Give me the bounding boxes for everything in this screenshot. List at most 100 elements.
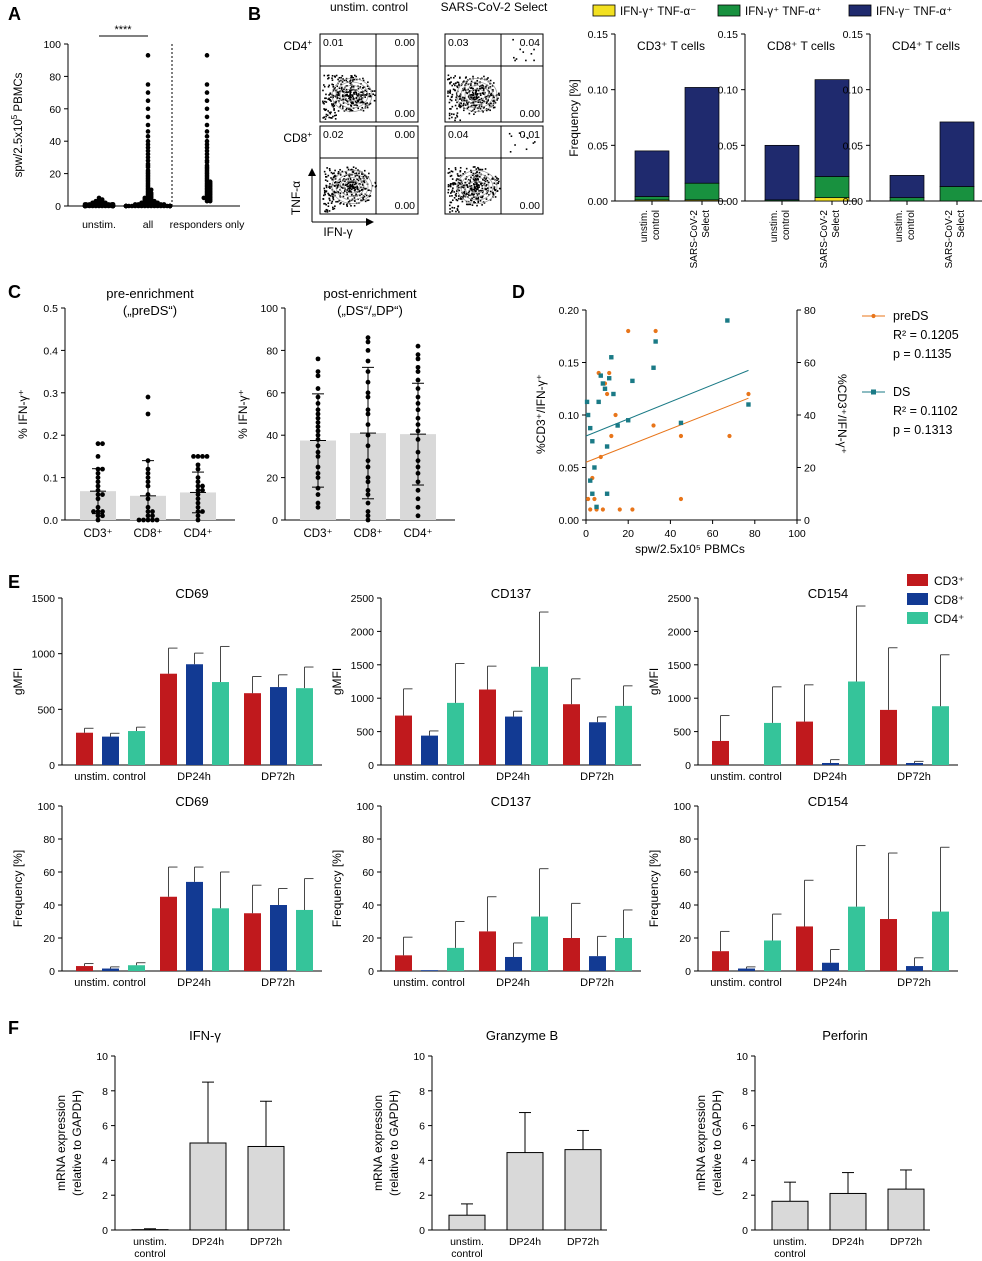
b-flow-event: [483, 177, 486, 179]
b-flow-event: [462, 89, 464, 92]
b-flow-event: [457, 181, 460, 184]
b-flow-event: [475, 94, 477, 96]
b-flow-event: [362, 184, 364, 186]
b-flow-event: [470, 80, 473, 83]
e-y-tick-label: 1500: [32, 593, 56, 605]
a-data-point: [145, 129, 151, 134]
b-flow-event: [372, 93, 374, 96]
b-flow-event: [358, 172, 360, 175]
b-flow-event: [347, 168, 350, 171]
b-flow-event: [484, 180, 487, 183]
c-data-point: [315, 437, 321, 442]
f-bar: [564, 1149, 602, 1231]
b-flow-event: [533, 59, 535, 62]
b-flow-event: [357, 87, 360, 90]
a-data-point: [161, 202, 167, 207]
b-flow-event: [342, 105, 344, 107]
e-y-axis-label: Frequency [%]: [11, 850, 25, 927]
b-flow-event: [496, 190, 499, 192]
e-bar: [186, 664, 203, 765]
b-flow-event: [497, 97, 499, 100]
b-flow-event: [447, 78, 449, 81]
a-data-point: [145, 168, 151, 173]
b-flow-event: [329, 112, 332, 115]
c-data-point: [365, 411, 371, 417]
e-bar: [395, 715, 412, 765]
b-flow-event: [355, 172, 358, 174]
e-bar: [880, 709, 897, 765]
b-flow-event: [347, 108, 350, 110]
b-flow-event: [471, 104, 473, 107]
b-flow-event: [349, 91, 352, 94]
b-flow-event: [324, 193, 326, 196]
b-flow-event: [482, 85, 485, 87]
b-bar-segment: [889, 175, 925, 199]
e-bar: [186, 881, 203, 971]
e-y-tick-label: 2000: [351, 626, 375, 638]
c-data-point: [100, 492, 105, 497]
b-flow-event: [451, 189, 454, 192]
b-flow-event: [357, 188, 359, 191]
b-flow-event: [490, 94, 493, 97]
b-flow-event: [339, 180, 342, 183]
b-flow-event: [471, 91, 474, 94]
e-bar: [244, 913, 261, 971]
b-flow-event: [332, 84, 334, 86]
b-flow-event: [451, 116, 453, 119]
b-flow-event: [451, 190, 453, 193]
b-flow-event: [355, 97, 358, 100]
e-bar: [531, 666, 548, 765]
c-data-point: [145, 411, 151, 417]
d-y-left-tick-label: 0.00: [559, 515, 580, 527]
b-flow-event: [456, 107, 458, 110]
c-data-point: [95, 441, 101, 447]
b-flow-event: [349, 79, 352, 81]
b-flow-event: [463, 97, 466, 100]
b-flow-event: [471, 197, 473, 200]
b-flow-event: [458, 84, 460, 87]
c-data-point: [315, 449, 321, 455]
b-flow-event: [470, 82, 472, 85]
b-flow-event: [458, 103, 461, 106]
b-flow-event: [352, 166, 355, 168]
c-data-point: [145, 509, 151, 514]
e-y-axis-label: gMFI: [11, 668, 25, 695]
b-flow-event: [468, 190, 471, 193]
b-quadrant-value: 0.00: [520, 200, 541, 212]
b-flow-event: [457, 81, 460, 84]
b-flow-event: [346, 81, 349, 83]
b-flow-event: [325, 101, 328, 103]
b-flow-event: [324, 190, 326, 193]
b-flow-event: [340, 76, 342, 79]
c-data-point: [204, 454, 210, 459]
e-y-tick-label: 500: [673, 727, 691, 739]
b-bar-segment: [684, 87, 720, 184]
b-flow-event: [471, 174, 474, 177]
b-flow-plot-frame: [444, 125, 544, 215]
b-flow-event: [339, 192, 342, 195]
e-legend-label: CD8⁺: [934, 593, 964, 607]
b-flow-event: [322, 102, 324, 104]
a-category-label: all: [143, 219, 154, 231]
b-flow-event: [496, 179, 498, 182]
a-data-point: [96, 195, 102, 201]
b-flow-event: [477, 196, 480, 199]
b-flow-event: [477, 92, 479, 95]
b-flow-event: [329, 169, 331, 172]
b-flow-event: [366, 199, 369, 202]
c-data-point: [365, 475, 371, 480]
a-data-point: [145, 151, 151, 157]
b-flow-event: [328, 97, 330, 100]
d-x-axis-label: spw/2.5x10⁵ PBMCs: [635, 542, 745, 556]
c-y-tick-label: 40: [266, 430, 278, 442]
b-flow-event: [458, 189, 461, 192]
b-bar-category-label: Select: [956, 210, 967, 238]
b-flow-event: [485, 98, 487, 100]
b-flow-event: [345, 172, 348, 174]
e-bar: [128, 731, 145, 765]
d-point-DS: [604, 491, 610, 496]
b-contour: [335, 173, 369, 201]
b-flow-event: [333, 191, 336, 193]
c-y-tick-label: 60: [266, 388, 278, 400]
e-category-label: unstim. control: [74, 977, 146, 989]
